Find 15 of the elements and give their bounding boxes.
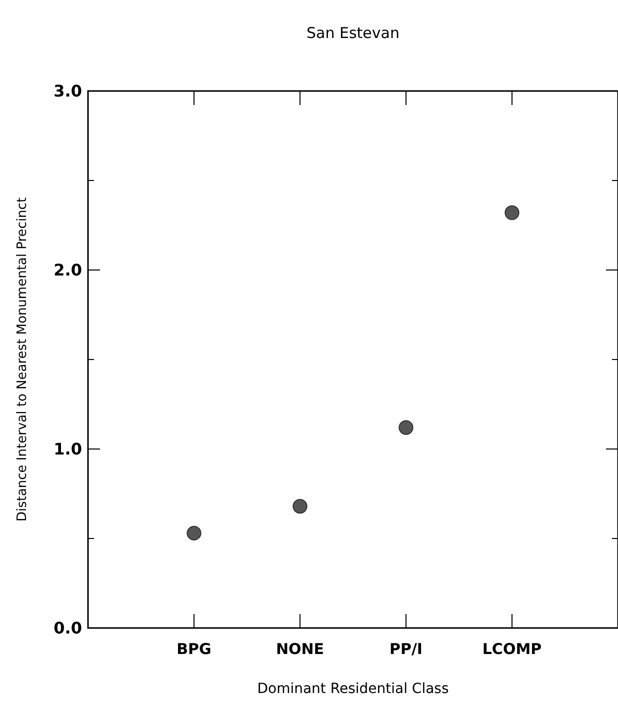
x-axis-title: Dominant Residential Class [257, 681, 449, 697]
x-tick-label: LCOMP [482, 640, 542, 658]
x-tick-label: PP/I [389, 640, 423, 658]
y-tick-label: 2.0 [54, 260, 82, 280]
y-tick-label: 1.0 [54, 440, 82, 459]
point [186, 526, 202, 540]
chart-title: San Estevan [306, 24, 400, 42]
point [504, 205, 520, 220]
x-tick-label: BPG [176, 640, 212, 658]
point [398, 420, 414, 435]
point [292, 498, 308, 514]
y-tick-label: 3.0 [54, 82, 82, 101]
x-tick-label: NONE [276, 640, 324, 658]
y-axis-title: Distance Interval to Nearest Monumental Precinct [15, 197, 30, 522]
y-tick-label: 0.0 [54, 618, 82, 638]
